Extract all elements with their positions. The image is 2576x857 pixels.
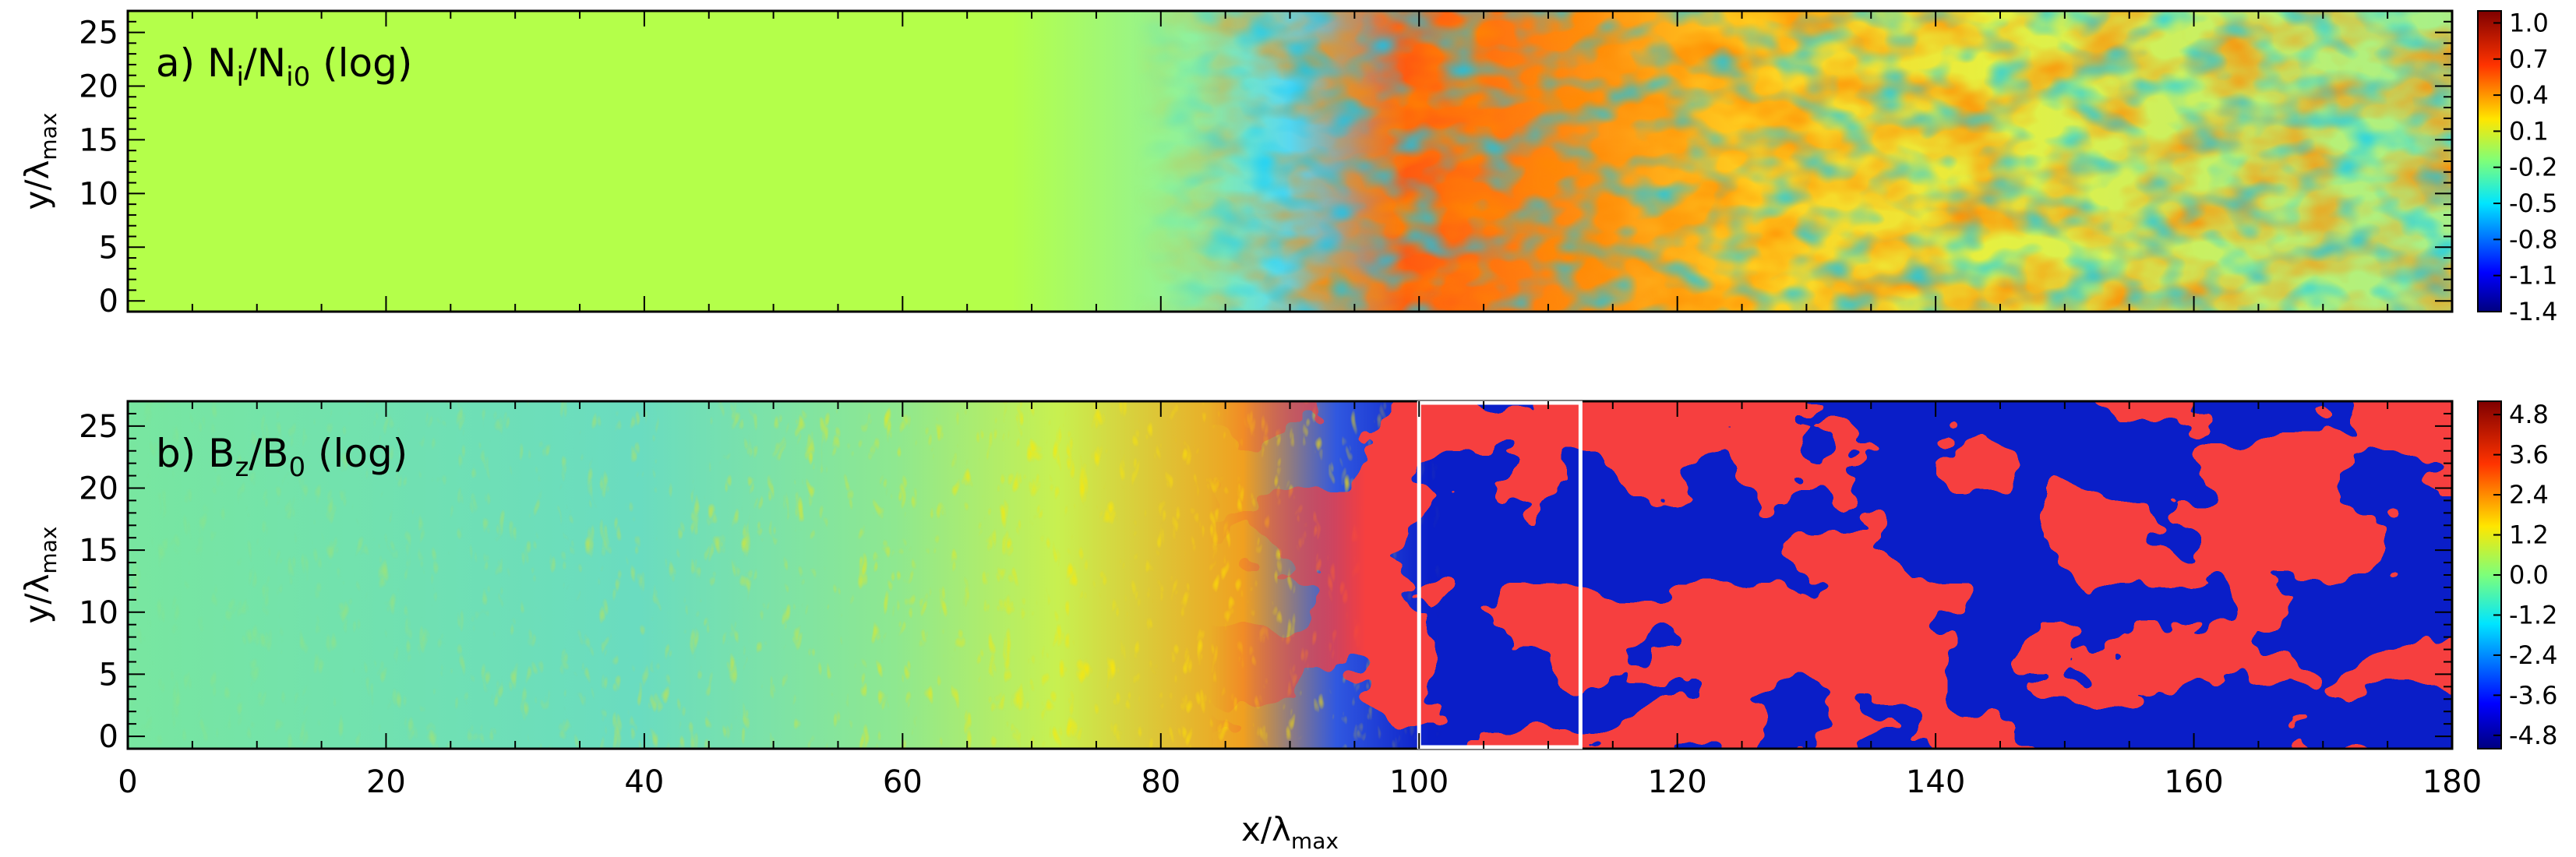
colorbar-tick-label-b: -3.6 xyxy=(2509,680,2557,710)
colorbar-tick-label-b: 3.6 xyxy=(2509,440,2549,470)
highlight-box xyxy=(1417,400,1583,749)
colorbar-tick-label-a: 0.7 xyxy=(2509,44,2549,74)
colorbar-tick-label-b: 2.4 xyxy=(2509,480,2549,510)
panel-b: 0 5 10 15 20 25 y/λmax b) Bz/B0 (log) 0 20 40 60 80 1… xyxy=(18,400,2557,854)
x-tick-label: 140 xyxy=(1906,764,1965,800)
x-tick-label: 80 xyxy=(1141,764,1180,800)
colorbar-tick-label-b: 4.8 xyxy=(2509,400,2549,429)
colorbar-tick-label-b: -2.4 xyxy=(2509,640,2557,670)
colorbar-tick-label-a: 0.1 xyxy=(2509,116,2549,146)
x-axis-label: x/λmax xyxy=(1241,810,1339,854)
y-tick-label-b: 0 xyxy=(99,719,118,755)
colorbar-tick-label-b: 1.2 xyxy=(2509,520,2549,550)
y-tick-label-b: 10 xyxy=(79,595,118,631)
x-tick-label: 120 xyxy=(1647,764,1706,800)
y-axis-label-a: y/λmax xyxy=(18,113,62,210)
y-tick-label-b: 15 xyxy=(79,533,118,569)
y-tick-label-a: 0 xyxy=(99,284,118,319)
colorbar-tick-label-a: 0.4 xyxy=(2509,80,2549,110)
panel-a: 0 5 10 15 20 25 y/λmax a) Ni/Ni0 (log) 1.0 0.7 0.4… xyxy=(18,8,2557,326)
y-tick-label-a: 15 xyxy=(79,122,118,158)
x-tick-label: 40 xyxy=(624,764,664,800)
y-tick-label-b: 5 xyxy=(99,657,118,693)
colorbar-tick-label-a: -0.8 xyxy=(2509,224,2557,254)
y-tick-label-a: 10 xyxy=(79,176,118,212)
x-tick-label: 60 xyxy=(883,764,923,800)
colorbar-tick-label-a: 1.0 xyxy=(2509,8,2549,37)
y-tick-label-a: 5 xyxy=(99,230,118,266)
colorbar-tick-label-a: -0.2 xyxy=(2509,153,2557,182)
panel-label-a: a) Ni/Ni0 (log) xyxy=(156,41,412,93)
y-tick-label-b: 20 xyxy=(79,471,118,507)
field-a xyxy=(128,11,2452,312)
colorbar-gradient-a xyxy=(2477,10,2502,312)
x-tick-label: 100 xyxy=(1389,764,1449,800)
colorbar-b: 4.8 3.6 2.4 1.2 0.0 -1.2 -2.4 -3.6 -4.8 xyxy=(2477,400,2557,750)
y-axis-label-b: y/λmax xyxy=(18,527,62,624)
colorbar-tick-label-a: -0.5 xyxy=(2509,189,2557,218)
x-tick-label: 0 xyxy=(118,764,137,800)
panel-label-b: b) Bz/B0 (log) xyxy=(156,431,408,483)
x-tick-label: 160 xyxy=(2164,764,2223,800)
colorbar-a: 1.0 0.7 0.4 0.1 -0.2 -0.5 -0.8 -1.1 -1.4 xyxy=(2477,8,2557,326)
y-tick-label-b: 25 xyxy=(79,409,118,445)
y-tick-label-a: 20 xyxy=(79,69,118,105)
y-tick-label-a: 25 xyxy=(79,16,118,51)
colorbar-tick-label-a: -1.1 xyxy=(2509,261,2557,291)
colorbar-tick-label-b: 0.0 xyxy=(2509,560,2549,590)
colorbar-tick-label-a: -1.4 xyxy=(2509,297,2557,326)
colorbar-tick-label-b: -1.2 xyxy=(2509,600,2557,630)
field-b xyxy=(128,401,2452,749)
x-tick-label: 20 xyxy=(366,764,406,800)
colorbar-tick-label-b: -4.8 xyxy=(2509,721,2557,750)
x-tick-label: 180 xyxy=(2422,764,2482,800)
